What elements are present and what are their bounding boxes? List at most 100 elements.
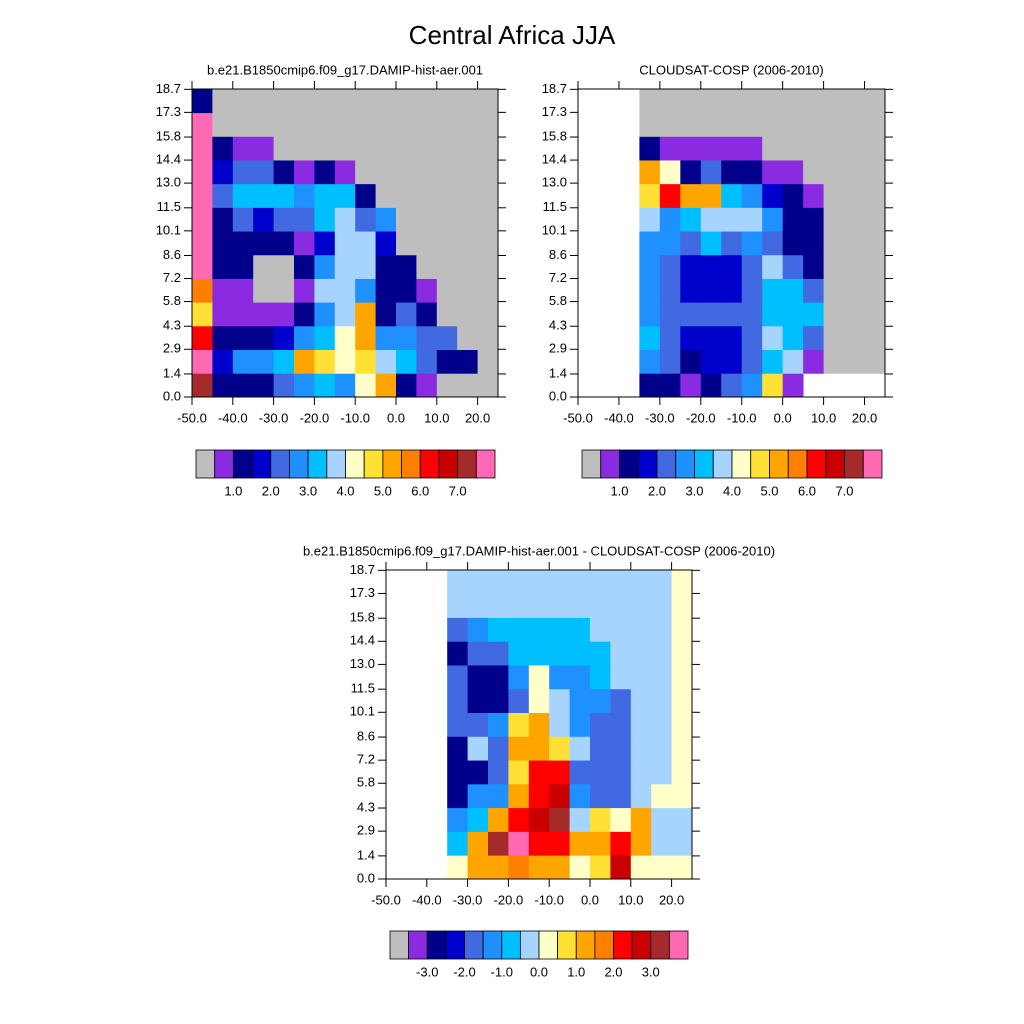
heatmap-cell — [671, 760, 693, 785]
heatmap-cell — [294, 183, 315, 208]
heatmap-cell — [721, 373, 743, 398]
heatmap-cell — [639, 231, 661, 256]
heatmap-cell — [762, 89, 784, 114]
heatmap-cell — [630, 712, 652, 737]
heatmap-cell — [253, 207, 274, 232]
plot-frame — [191, 88, 499, 398]
heatmap-cell — [212, 136, 234, 161]
heatmap-cell — [700, 160, 722, 185]
colorbar-box — [600, 449, 620, 479]
heatmap-cell — [610, 760, 632, 785]
y-tick-label: 1.4 — [163, 365, 181, 380]
heatmap-cell — [192, 207, 213, 232]
heatmap-cell — [488, 641, 509, 666]
heatmap-cell — [508, 712, 530, 737]
heatmap-cell — [488, 831, 509, 856]
heatmap-cell — [436, 325, 458, 351]
heatmap-cell — [762, 278, 784, 303]
colorbar-label: -3.0 — [416, 964, 438, 979]
heatmap-cell — [436, 160, 458, 185]
heatmap-cell — [294, 89, 315, 114]
heatmap-cell — [232, 278, 254, 303]
heatmap-cell — [396, 231, 417, 256]
x-tick-label: 10.0 — [618, 892, 643, 907]
heatmap-cell — [457, 112, 478, 137]
heatmap-cell — [782, 373, 804, 398]
heatmap-cell — [396, 207, 417, 232]
heatmap-cell — [294, 278, 315, 303]
heatmap-cell — [864, 89, 886, 114]
heatmap-cell — [294, 302, 315, 327]
heatmap-cell — [762, 183, 784, 208]
heatmap-cell — [232, 302, 254, 327]
heatmap-cell — [294, 112, 315, 137]
colorbar-box — [538, 930, 559, 960]
x-tick-label: 0.0 — [774, 410, 792, 425]
heatmap-cell — [477, 89, 499, 114]
heatmap-cell — [549, 641, 570, 666]
colorbar-label: 1.0 — [610, 483, 628, 498]
heatmap-cell — [721, 278, 743, 303]
heatmap-cell — [569, 783, 591, 809]
heatmap-cell — [721, 136, 743, 161]
heatmap-cell — [355, 136, 376, 161]
colorbar-box — [419, 449, 440, 479]
heatmap-cell — [864, 160, 886, 185]
heatmap-cell — [457, 325, 478, 351]
heatmap-cell — [823, 325, 845, 351]
heatmap-cell — [396, 183, 417, 208]
heatmap-cell — [477, 207, 499, 232]
heatmap-cell — [700, 183, 722, 208]
heatmap-cell — [375, 160, 397, 185]
heatmap-cell — [741, 183, 763, 208]
heatmap-cell — [294, 231, 315, 256]
x-tick-label: -50.0 — [371, 892, 401, 907]
heatmap-cell — [253, 349, 274, 374]
heatmap-cell — [610, 641, 632, 666]
heatmap-cell — [700, 349, 722, 374]
heatmap-cell — [782, 183, 804, 208]
x-tick-label: -40.0 — [604, 410, 634, 425]
heatmap-cell — [416, 183, 438, 208]
heatmap-cell — [651, 807, 672, 832]
heatmap-cell — [569, 665, 591, 690]
heatmap-cell — [659, 373, 681, 398]
heatmap-cell — [314, 136, 336, 161]
heatmap-cell — [192, 325, 213, 351]
heatmap-cell — [590, 760, 611, 785]
x-tick-label: -20.0 — [494, 892, 524, 907]
y-tick-label: 5.8 — [357, 775, 375, 790]
colorbar-box — [464, 930, 484, 960]
heatmap-cell — [467, 831, 489, 856]
heatmap-cell — [549, 736, 570, 761]
heatmap-cell — [659, 349, 681, 374]
heatmap-cell — [741, 254, 763, 279]
x-tick-label: -50.0 — [177, 410, 207, 425]
heatmap-cell — [741, 207, 763, 232]
heatmap-cell — [864, 183, 886, 208]
heatmap-cell — [803, 302, 824, 327]
panel-title: b.e21.B1850cmip6.f09_g17.DAMIP-hist-aer.… — [207, 62, 483, 77]
heatmap-cell — [508, 688, 530, 714]
heatmap-cell — [447, 593, 468, 618]
heatmap-cell — [477, 325, 499, 351]
heatmap-cell — [488, 688, 509, 714]
heatmap-cell — [590, 665, 611, 690]
heatmap-cell — [508, 593, 530, 618]
heatmap-cell — [375, 373, 397, 398]
heatmap-cell — [803, 231, 824, 256]
heatmap-cell — [528, 783, 550, 809]
heatmap-cell — [762, 112, 784, 137]
heatmap-cell — [610, 665, 632, 690]
heatmap-cell — [273, 207, 295, 232]
heatmap-cell — [823, 349, 845, 374]
colorbar-box — [232, 449, 253, 479]
colorbar-box — [475, 449, 496, 479]
heatmap-cell — [467, 760, 489, 785]
colorbar-box — [731, 449, 752, 479]
heatmap-cell — [528, 617, 550, 642]
colorbar-box — [270, 449, 290, 479]
y-tick-label: 11.5 — [543, 199, 567, 214]
x-tick-label: 10.0 — [424, 410, 449, 425]
heatmap-cell — [375, 349, 397, 374]
